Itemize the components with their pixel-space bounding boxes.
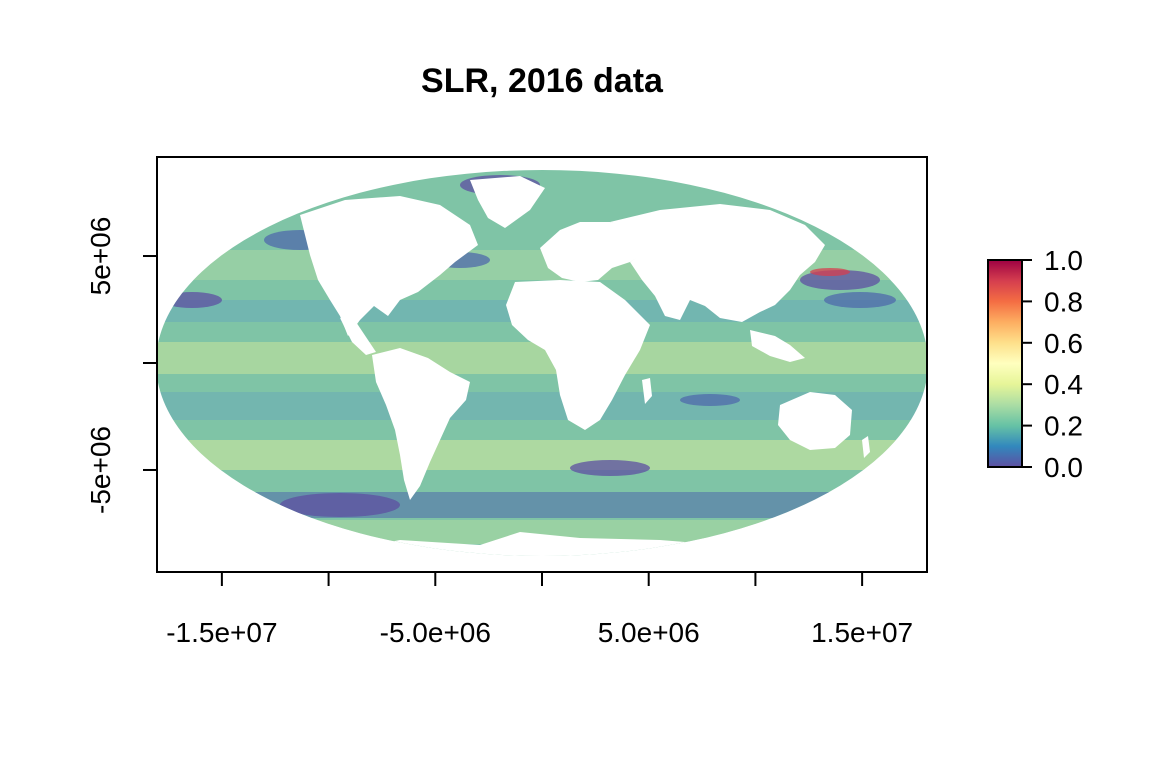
y-tick-label: 5e+06 [85, 217, 116, 296]
landmass-australia [778, 392, 852, 450]
map-layer [156, 170, 928, 556]
landmass-asia [610, 204, 825, 322]
y-tick-label: -5e+06 [85, 426, 116, 514]
ocean-anomaly-7 [810, 268, 850, 276]
colorbar-tick-label: 1.0 [1044, 245, 1083, 276]
landmass-new-zealand [862, 436, 870, 458]
landmass-africa [506, 280, 650, 430]
colorbar: 0.0 0.2 0.4 0.6 0.8 1.0 [987, 245, 1083, 483]
chart-title: SLR, 2016 data [421, 62, 664, 100]
ocean-anomaly-0 [162, 292, 222, 308]
ocean-anomaly-9 [680, 394, 740, 406]
landmass-madagascar [642, 378, 652, 404]
colorbar-tick-label: 0.0 [1044, 452, 1083, 483]
ocean-anomaly-4 [570, 460, 650, 476]
landmass-north-america [300, 196, 478, 336]
landmass-southeast-asia [750, 330, 805, 362]
landmass-greenland [470, 176, 545, 228]
colorbar-tick-label: 0.6 [1044, 328, 1083, 359]
ocean-band-5 [156, 492, 928, 518]
x-tick-label: -5.0e+06 [380, 617, 491, 648]
ocean-band-4 [156, 440, 928, 470]
ocean-anomaly-3 [280, 493, 400, 517]
landmass-south-america [372, 348, 470, 500]
x-tick-label: 5.0e+06 [598, 617, 700, 648]
colorbar-tick-label: 0.8 [1044, 286, 1083, 317]
colorbar-tick-label: 0.2 [1044, 411, 1083, 442]
x-tick-label: -1.5e+07 [166, 617, 277, 648]
x-axis: -1.5e+07 -5.0e+06 5.0e+06 1.5e+07 [166, 572, 913, 648]
ocean-anomaly-2 [824, 292, 896, 308]
landmass-europe [540, 222, 650, 282]
land-masses [300, 176, 870, 556]
colorbar-ticks: 0.0 0.2 0.4 0.6 0.8 1.0 [1022, 245, 1083, 483]
y-axis: 5e+06 -5e+06 [85, 217, 157, 514]
colorbar-tick-label: 0.4 [1044, 369, 1083, 400]
landmass-central-america [340, 318, 376, 355]
colorbar-gradient-bar [987, 259, 1023, 468]
x-tick-label: 1.5e+07 [811, 617, 913, 648]
